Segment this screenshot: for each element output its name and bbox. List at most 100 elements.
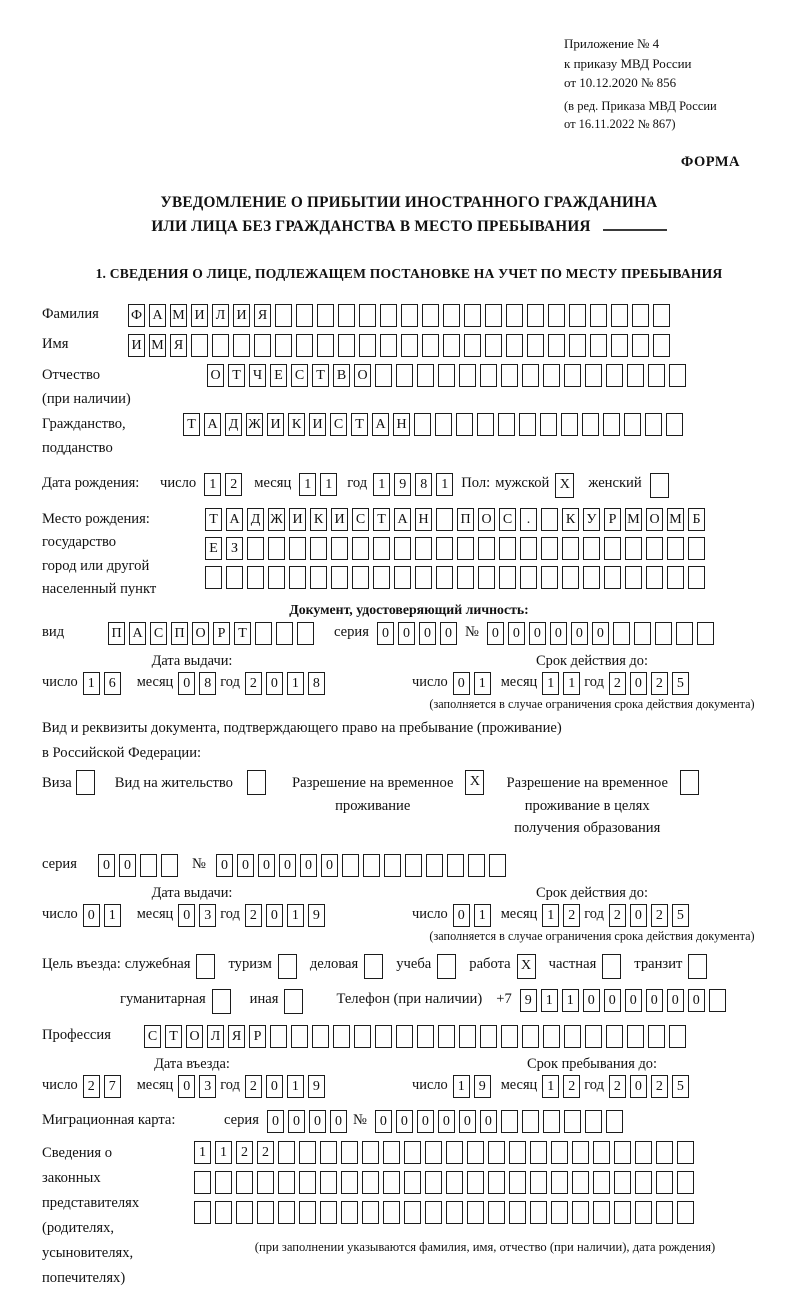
char-box[interactable]: О	[186, 1024, 203, 1048]
char-box[interactable]: М	[149, 333, 166, 357]
char-box[interactable]: Ж	[268, 507, 285, 531]
char-box[interactable]	[477, 413, 494, 437]
char-box[interactable]	[415, 536, 432, 560]
char-box[interactable]	[541, 507, 558, 531]
char-box[interactable]	[375, 1024, 392, 1048]
char-box[interactable]: А	[226, 507, 243, 531]
char-box[interactable]: О	[207, 363, 224, 387]
char-box[interactable]	[499, 565, 516, 589]
char-box[interactable]	[605, 1109, 623, 1133]
char-box[interactable]	[312, 1024, 329, 1048]
char-box[interactable]: 0	[528, 622, 546, 646]
char-box[interactable]	[646, 536, 663, 560]
purpose-study-checkbox[interactable]	[437, 953, 457, 979]
char-box[interactable]	[509, 1170, 526, 1194]
char-box[interactable]	[338, 333, 355, 357]
char-box[interactable]	[194, 1200, 211, 1224]
char-box[interactable]: 2	[650, 1074, 668, 1098]
char-box[interactable]	[488, 1140, 505, 1164]
char-box[interactable]: И	[289, 507, 306, 531]
char-box[interactable]: 0	[82, 903, 100, 927]
char-box[interactable]	[341, 1140, 358, 1164]
char-box[interactable]	[522, 1024, 539, 1048]
char-box[interactable]: 0	[570, 622, 588, 646]
char-box[interactable]	[435, 413, 452, 437]
char-box[interactable]	[500, 1109, 518, 1133]
char-box[interactable]	[425, 1170, 442, 1194]
char-box[interactable]	[585, 1024, 602, 1048]
char-box[interactable]	[194, 1170, 211, 1194]
char-box[interactable]: 0	[629, 903, 647, 927]
char-box[interactable]: Т	[373, 507, 390, 531]
char-box[interactable]: 2	[257, 1140, 274, 1164]
char-box[interactable]: 1	[286, 903, 304, 927]
char-box[interactable]	[373, 565, 390, 589]
char-box[interactable]	[614, 1200, 631, 1224]
char-box[interactable]	[226, 565, 243, 589]
char-box[interactable]	[299, 1200, 316, 1224]
char-box[interactable]	[338, 303, 355, 327]
char-box[interactable]	[675, 622, 693, 646]
char-box[interactable]: 1	[452, 1074, 470, 1098]
char-box[interactable]: 0	[329, 1109, 347, 1133]
char-box[interactable]: Я	[170, 333, 187, 357]
char-box[interactable]: 0	[236, 853, 254, 877]
char-box[interactable]	[255, 622, 272, 646]
char-box[interactable]	[383, 1170, 400, 1194]
char-box[interactable]	[480, 363, 497, 387]
char-box[interactable]	[299, 1170, 316, 1194]
char-box[interactable]: 0	[591, 622, 609, 646]
char-box[interactable]: 6	[103, 672, 121, 696]
char-box[interactable]	[564, 1024, 581, 1048]
char-box[interactable]: Н	[415, 507, 432, 531]
char-box[interactable]: Ч	[249, 363, 266, 387]
char-box[interactable]	[359, 303, 376, 327]
char-box[interactable]	[562, 536, 579, 560]
char-box[interactable]	[542, 1109, 560, 1133]
char-box[interactable]: 0	[98, 853, 115, 877]
char-box[interactable]	[540, 413, 557, 437]
char-box[interactable]	[485, 303, 502, 327]
char-box[interactable]: 0	[479, 1109, 497, 1133]
char-box[interactable]	[593, 1200, 610, 1224]
char-box[interactable]	[541, 565, 558, 589]
char-box[interactable]	[653, 333, 670, 357]
char-box[interactable]	[530, 1200, 547, 1224]
char-box[interactable]	[278, 1200, 295, 1224]
char-box[interactable]	[590, 303, 607, 327]
char-box[interactable]	[677, 1200, 694, 1224]
char-box[interactable]: 1	[204, 472, 222, 496]
char-box[interactable]	[457, 536, 474, 560]
char-box[interactable]: И	[233, 303, 250, 327]
char-box[interactable]: 1	[194, 1140, 211, 1164]
char-box[interactable]: 2	[608, 1074, 626, 1098]
char-box[interactable]	[654, 622, 672, 646]
char-box[interactable]: 0	[418, 622, 436, 646]
char-box[interactable]	[521, 1109, 539, 1133]
char-box[interactable]: 2	[650, 672, 668, 696]
char-box[interactable]: Д	[247, 507, 264, 531]
char-box[interactable]: М	[170, 303, 187, 327]
char-box[interactable]	[614, 1170, 631, 1194]
char-box[interactable]	[614, 1140, 631, 1164]
char-box[interactable]	[296, 303, 313, 327]
char-box[interactable]: 1	[563, 672, 581, 696]
char-box[interactable]	[215, 1170, 232, 1194]
char-box[interactable]: 3	[199, 1074, 217, 1098]
char-box[interactable]: Д	[225, 413, 242, 437]
char-box[interactable]: Ф	[128, 303, 145, 327]
char-box[interactable]: 0	[416, 1109, 434, 1133]
char-box[interactable]	[625, 536, 642, 560]
char-box[interactable]	[275, 303, 292, 327]
char-box[interactable]: 1	[299, 472, 317, 496]
char-box[interactable]: О	[354, 363, 371, 387]
char-box[interactable]	[383, 1140, 400, 1164]
char-box[interactable]: 2	[563, 1074, 581, 1098]
char-box[interactable]	[632, 333, 649, 357]
char-box[interactable]: 2	[650, 903, 668, 927]
char-box[interactable]: К	[310, 507, 327, 531]
char-box[interactable]	[459, 1024, 476, 1048]
char-box[interactable]: У	[583, 507, 600, 531]
char-box[interactable]	[299, 1140, 316, 1164]
char-box[interactable]	[383, 853, 401, 877]
